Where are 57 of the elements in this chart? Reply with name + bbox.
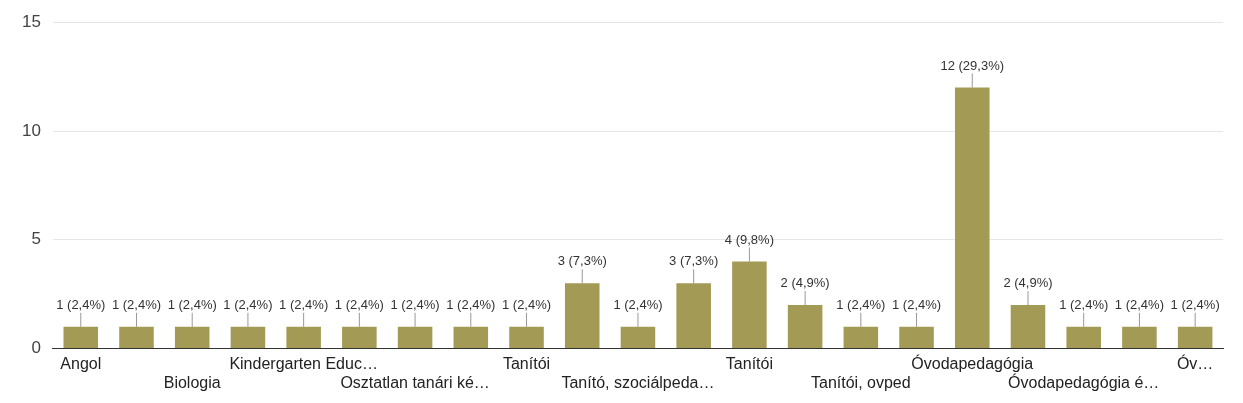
- data-label: 1 (2,4%): [891, 296, 942, 312]
- data-label: 2 (4,9%): [1003, 275, 1053, 291]
- bar: [119, 326, 154, 349]
- bar: [397, 326, 433, 349]
- data-label: 1 (2,4%): [56, 296, 106, 312]
- data-label: 1 (2,4%): [446, 296, 496, 312]
- x-tick-label: Óvodapedagógia: [911, 353, 1034, 372]
- bar: [63, 326, 99, 349]
- x-tick-label: Tanító, szociálpeda…: [561, 373, 715, 391]
- bar: [732, 261, 767, 349]
- x-tick-label: Tanítói, ovped: [811, 373, 911, 391]
- x-tick-label: Óv…: [1176, 353, 1214, 372]
- bar: [954, 87, 990, 349]
- data-label: 3 (7,3%): [669, 253, 719, 269]
- bar: [453, 326, 489, 349]
- data-label: 1 (2,4%): [1059, 296, 1109, 312]
- bar: [1177, 326, 1213, 349]
- bar: [843, 326, 879, 349]
- bar: [286, 326, 321, 349]
- y-tick-label: 15: [21, 11, 41, 31]
- y-tick-label: 10: [21, 120, 41, 140]
- data-label: 4 (9,8%): [724, 231, 774, 247]
- x-tick-label: Biologia: [163, 373, 221, 391]
- bar: [676, 283, 711, 349]
- bar: [899, 326, 934, 349]
- bar: [230, 326, 266, 349]
- bar: [1010, 305, 1046, 349]
- x-tick-label: Tanítói: [725, 354, 773, 372]
- data-label: 2 (4,9%): [780, 275, 830, 291]
- data-label: 1 (2,4%): [1170, 296, 1220, 312]
- bar: [509, 326, 544, 349]
- data-label: 1 (2,4%): [111, 296, 162, 312]
- x-tick-label: Kindergarten Educ…: [229, 354, 378, 372]
- data-label: 1 (2,4%): [223, 296, 273, 312]
- y-tick-label: 5: [31, 229, 41, 249]
- data-label: 1 (2,4%): [390, 296, 440, 312]
- data-label: 1 (2,4%): [334, 296, 384, 312]
- bar: [1122, 326, 1157, 349]
- y-tick-label: 0: [31, 338, 41, 358]
- bar: [787, 305, 823, 349]
- x-tick-label: Tanítói: [502, 354, 551, 372]
- data-label: 1 (2,4%): [836, 296, 886, 312]
- bar: [620, 326, 656, 349]
- x-tick-label: Óvodapedagógia é…: [1008, 372, 1160, 391]
- data-label: 1 (2,4%): [279, 296, 329, 312]
- bar: [564, 283, 600, 349]
- data-label: 1 (2,4%): [1114, 296, 1164, 312]
- bar: [174, 326, 210, 349]
- data-label: 1 (2,4%): [501, 296, 552, 312]
- bar: [342, 326, 377, 349]
- x-tick-label: Angol: [60, 354, 102, 372]
- bar: [1066, 326, 1101, 349]
- data-label: 12 (29,3%): [940, 57, 1005, 73]
- x-tick-label: Osztatlan tanári ké…: [340, 373, 490, 391]
- data-label: 1 (2,4%): [167, 296, 217, 312]
- data-label: 1 (2,4%): [613, 296, 663, 312]
- data-label: 3 (7,3%): [557, 253, 607, 269]
